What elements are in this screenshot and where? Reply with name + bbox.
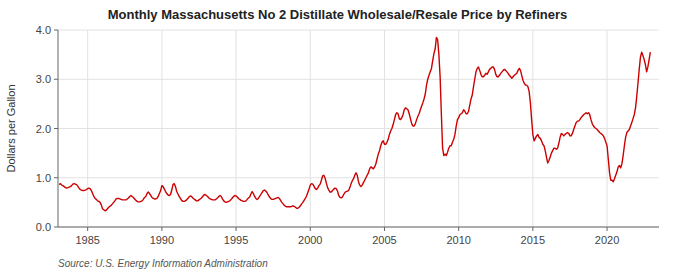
y-axis-label: Dollars per Gallon [5,84,17,172]
y-tick [54,79,58,80]
x-tick-label: 1985 [75,234,99,246]
x-grid-line [384,30,385,227]
y-tick-label: 3.0 [36,73,51,85]
source-note: Source: U.S. Energy Information Administ… [58,258,268,269]
y-tick-label: 0.0 [36,221,51,233]
y-tick-label: 2.0 [36,123,51,135]
y-grid-line [58,227,659,228]
y-grid-line [58,79,659,80]
x-tick [310,227,311,231]
x-tick [458,227,459,231]
x-tick [161,227,162,231]
x-tick-label: 2005 [372,234,396,246]
grid [58,30,659,227]
x-tick-label: 2010 [446,234,470,246]
price-line [59,37,650,210]
y-axis-line [58,30,59,227]
x-tick [607,227,608,231]
y-tick [54,177,58,178]
x-tick-label: 2000 [298,234,322,246]
x-axis-line [58,227,659,228]
x-grid-line [310,30,311,227]
y-tick [54,227,58,228]
x-tick [384,227,385,231]
x-grid-line [458,30,459,227]
chart: 0.0 1.0 2.0 3.0 4.0 1985 1990 1995 2000 2005 2010 2… [0,0,675,275]
x-tick [532,227,533,231]
x-tick [87,227,88,231]
x-grid-line [236,30,237,227]
x-tick-label: 2015 [521,234,545,246]
x-tick-label: 1990 [150,234,174,246]
y-tick-label: 1.0 [36,172,51,184]
x-grid-line [161,30,162,227]
x-tick-label: 2020 [595,234,619,246]
y-grid-line [58,128,659,129]
x-grid-line [87,30,88,227]
axes: 0.0 1.0 2.0 3.0 4.0 1985 1990 1995 2000 2005 2010 2… [36,24,659,246]
y-tick [54,128,58,129]
y-tick [54,30,58,31]
x-tick [236,227,237,231]
x-tick-label: 1995 [224,234,248,246]
plot-area [59,37,650,210]
title: Monthly Massachusetts No 2 Distillate Wh… [108,7,568,22]
y-grid-line [58,30,659,31]
x-grid-line [607,30,608,227]
y-tick-label: 4.0 [36,24,51,36]
